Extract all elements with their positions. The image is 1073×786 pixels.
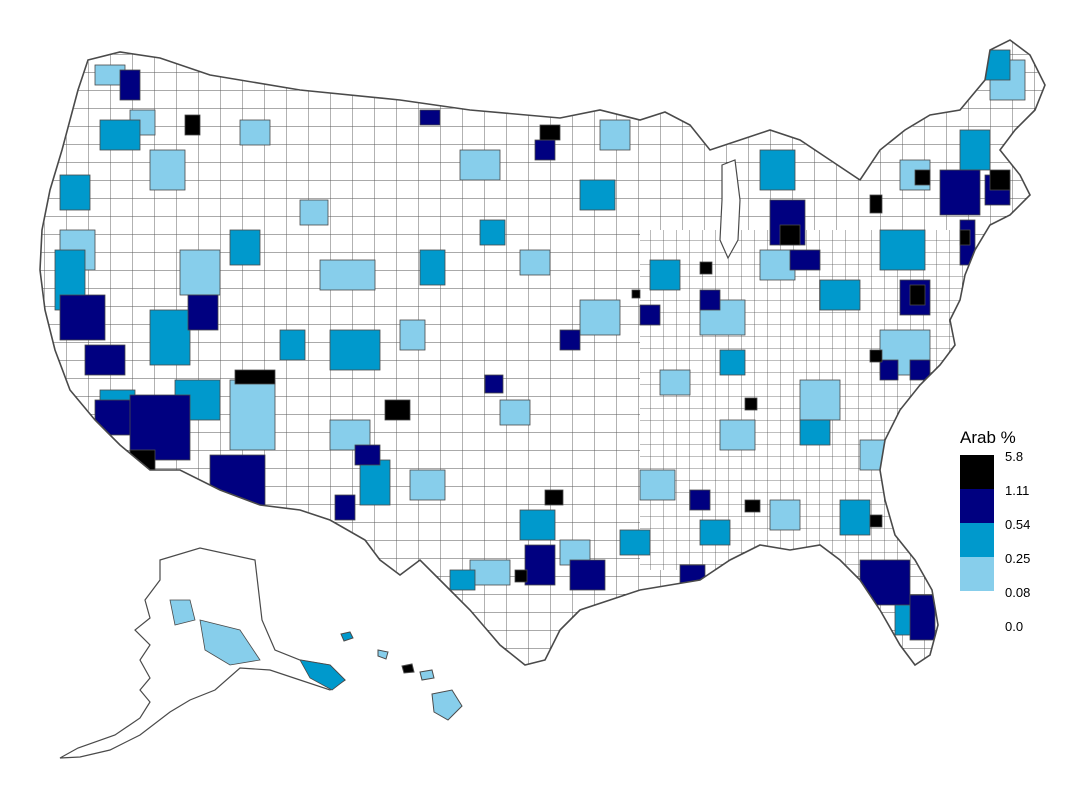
legend-label: 0.54 [1005,517,1031,532]
legend-swatch [960,591,994,625]
legend-label: 0.25 [1005,551,1031,566]
legend-title: Arab % [960,428,1016,447]
legend: Arab % 5.8 1.11 0.54 0.25 0.08 0.0 [960,428,1060,648]
legend-label: 0.0 [1005,619,1024,634]
contiguous-us [39,39,1046,666]
alaska [59,547,346,759]
legend-swatch [960,557,994,591]
legend-swatch [960,489,994,523]
legend-label: 5.8 [1005,449,1024,464]
legend-swatch [960,523,994,557]
legend-label: 1.11 [1005,483,1030,498]
legend-swatch [960,455,994,489]
legend-label: 0.08 [1005,585,1031,600]
hawaii [340,631,463,721]
